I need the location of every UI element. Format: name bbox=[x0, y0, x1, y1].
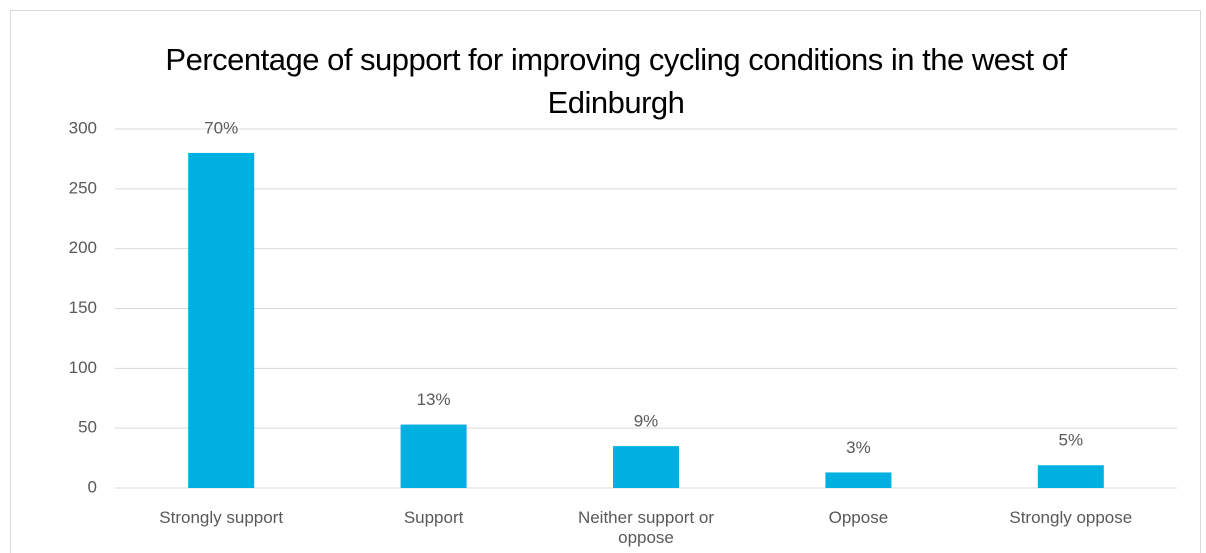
data-label: 5% bbox=[1059, 431, 1084, 450]
y-tick-label: 100 bbox=[69, 358, 97, 377]
data-label: 70% bbox=[204, 118, 238, 137]
x-tick-label: Neither support or oppose bbox=[577, 508, 715, 547]
y-tick-label: 250 bbox=[69, 178, 97, 197]
x-tick-label: Strongly oppose bbox=[1009, 508, 1133, 527]
x-tick-label: Oppose bbox=[828, 508, 889, 527]
bar bbox=[613, 446, 679, 488]
y-tick-label: 50 bbox=[78, 418, 97, 437]
y-tick-label: 0 bbox=[88, 477, 97, 496]
chart-border bbox=[10, 10, 1201, 553]
y-tick-label: 200 bbox=[69, 238, 97, 257]
x-tick-label: Strongly support bbox=[159, 508, 284, 527]
data-label: 9% bbox=[634, 412, 659, 431]
bar bbox=[188, 152, 255, 488]
bar bbox=[1037, 465, 1104, 488]
bar bbox=[825, 472, 892, 488]
x-tick-label: Support bbox=[403, 508, 464, 527]
y-tick-label: 300 bbox=[69, 118, 97, 137]
data-label: 3% bbox=[846, 438, 871, 457]
data-label: 13% bbox=[417, 390, 451, 409]
chart-title: Percentage of support for improving cycl… bbox=[165, 42, 1067, 120]
y-tick-label: 150 bbox=[69, 298, 97, 317]
bar bbox=[400, 424, 467, 488]
